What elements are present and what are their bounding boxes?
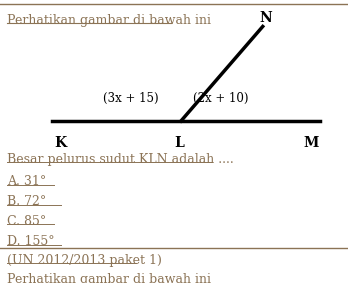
Text: (3x + 15): (3x + 15) <box>103 92 158 105</box>
Text: N: N <box>260 11 272 25</box>
Text: M: M <box>304 136 319 150</box>
Text: Besar pelurus sudut KLN adalah ....: Besar pelurus sudut KLN adalah .... <box>7 153 234 166</box>
Text: (UN 2012/2013 paket 1): (UN 2012/2013 paket 1) <box>7 254 162 267</box>
Text: Perhatikan gambar di bawah ini: Perhatikan gambar di bawah ini <box>7 14 211 27</box>
Text: D. 155°: D. 155° <box>7 235 55 248</box>
Text: B. 72°: B. 72° <box>7 195 46 208</box>
Text: L: L <box>174 136 184 150</box>
Text: C. 85°: C. 85° <box>7 215 46 228</box>
Text: K: K <box>55 136 67 150</box>
Text: A. 31°: A. 31° <box>7 175 46 188</box>
Text: Perhatikan gambar di bawah ini: Perhatikan gambar di bawah ini <box>7 273 211 283</box>
Text: (2x + 10): (2x + 10) <box>193 92 249 105</box>
